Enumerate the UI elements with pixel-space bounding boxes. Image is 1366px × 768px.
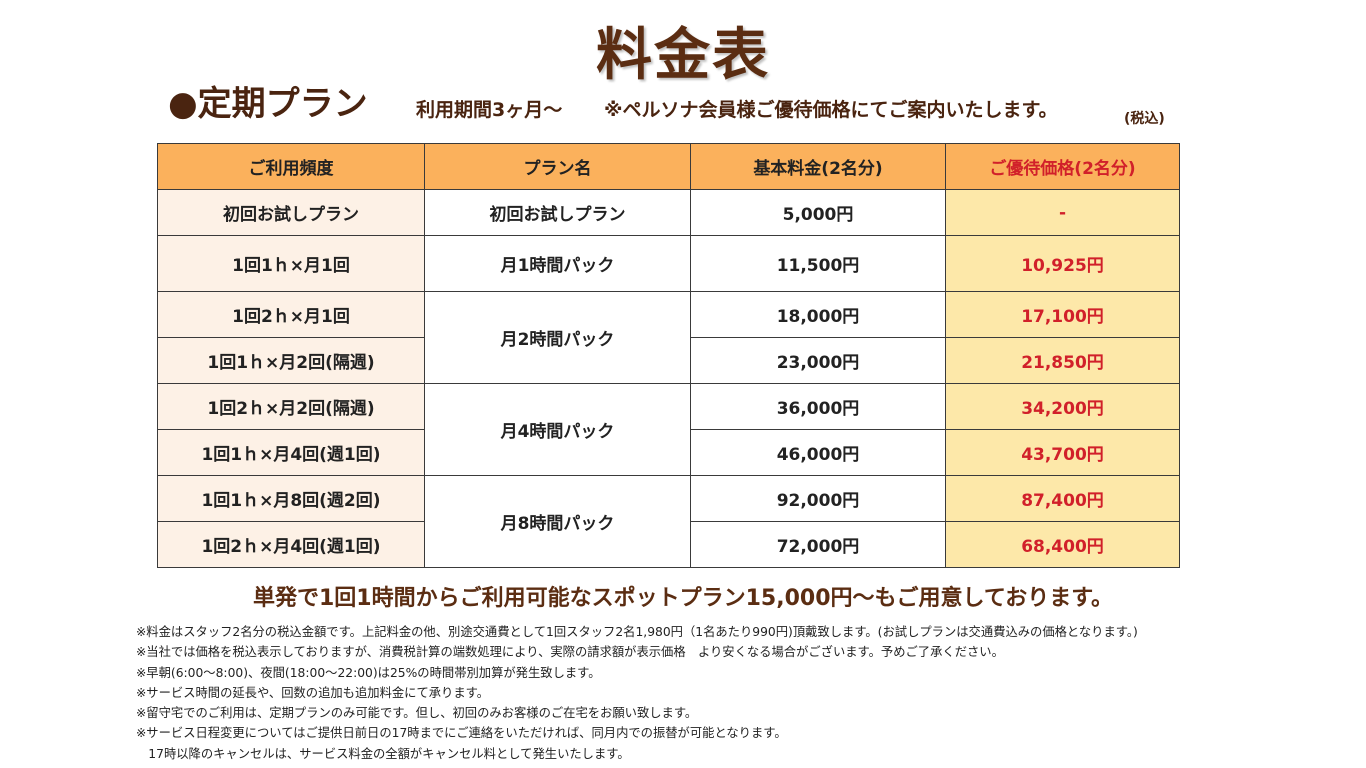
table-row: 1回1ｈ×月8回(週2回) 月8時間パック 92,000円 87,400円 <box>157 475 1180 568</box>
footnote: ※サービス日程変更についてはご提供日前日の17時までにご連絡をいただければ、同月… <box>136 726 787 741</box>
page-title: 料金表 <box>596 23 770 88</box>
price-table: ご利用頻度 プラン名 基本料金(2名分) ご優待価格(2名分) 初回お試しプラン… <box>157 143 1180 568</box>
tax-included-label: (税込) <box>1124 111 1165 127</box>
base-price-cell: 23,000円 <box>690 337 946 384</box>
header-plan-name: プラン名 <box>424 143 691 190</box>
header-special-price: ご優待価格(2名分) <box>945 143 1180 190</box>
plan-name-cell: 月8時間パック <box>424 475 691 568</box>
base-price-cell: 72,000円 <box>690 521 946 568</box>
header-base-price: 基本料金(2名分) <box>690 143 946 190</box>
frequency-cell: 1回2ｈ×月4回(週1回) <box>157 521 425 568</box>
plan-name-cell: 月2時間パック <box>424 291 691 384</box>
plan-name-cell: 月1時間パック <box>424 235 691 292</box>
frequency-cell: 1回1ｈ×月4回(週1回) <box>157 429 425 476</box>
base-price-cell: 11,500円 <box>690 235 946 292</box>
plan-name-cell: 月4時間パック <box>424 383 691 476</box>
spot-plan-note: 単発で1回1時間からご利用可能なスポットプラン15,000円〜もご用意しておりま… <box>253 586 1113 611</box>
footnote: ※留守宅でのご利用は、定期プランのみ可能です。但し、初回のみお客様のご在宅をお願… <box>136 706 698 721</box>
table-row: 1回2ｈ×月2回(隔週) 月4時間パック 36,000円 34,200円 <box>157 383 1180 476</box>
special-price-cell: 21,850円 <box>945 337 1180 384</box>
special-price-cell: 43,700円 <box>945 429 1180 476</box>
footnote: ※当社では価格を税込表示しておりますが、消費税計算の端数処理により、実際の請求額… <box>136 645 1004 660</box>
plan-name-cell: 初回お試しプラン <box>424 189 691 236</box>
footnote: ※サービス時間の延長や、回数の追加も追加料金にて承ります。 <box>136 685 490 700</box>
table-row: 1回1ｈ×月2回(隔週) 23,000円 21,850円 <box>157 337 1180 384</box>
table-header-row: ご利用頻度 プラン名 基本料金(2名分) ご優待価格(2名分) <box>157 143 1180 190</box>
special-price-cell: - <box>945 189 1180 236</box>
table-row: 初回お試しプラン 初回お試しプラン 5,000円 - <box>157 189 1180 236</box>
frequency-cell: 1回1ｈ×月1回 <box>157 235 425 292</box>
special-price-cell: 34,200円 <box>945 383 1180 430</box>
footnotes: ※料金はスタッフ2名分の税込金額です。上記料金の他、別途交通費として1回スタッフ… <box>136 622 1138 764</box>
table-row: 1回1ｈ×月1回 月1時間パック 11,500円 10,925円 <box>157 235 1180 292</box>
special-price-cell: 17,100円 <box>945 291 1180 338</box>
table-row: 1回2ｈ×月4回(週1回) 72,000円 68,400円 <box>157 521 1180 568</box>
special-price-cell: 87,400円 <box>945 475 1180 522</box>
frequency-cell: 1回2ｈ×月1回 <box>157 291 425 338</box>
table-row: 1回1ｈ×月4回(週1回) 46,000円 43,700円 <box>157 429 1180 476</box>
footnote: ※早朝(6:00〜8:00)、夜間(18:00〜22:00)は25%の時間帯別加… <box>136 665 601 680</box>
frequency-cell: 1回1ｈ×月2回(隔週) <box>157 337 425 384</box>
base-price-cell: 18,000円 <box>690 291 946 338</box>
plan-heading: ●定期プラン <box>168 84 368 124</box>
footnote: 17時以降のキャンセルは、サービス料金の全額がキャンセル料として発生いたします。 <box>136 746 630 761</box>
frequency-cell: 初回お試しプラン <box>157 189 425 236</box>
table-row: 1回2ｈ×月1回 月2時間パック 18,000円 17,100円 <box>157 291 1180 384</box>
header-frequency: ご利用頻度 <box>157 143 425 190</box>
special-price-cell: 10,925円 <box>945 235 1180 292</box>
special-price-cell: 68,400円 <box>945 521 1180 568</box>
base-price-cell: 36,000円 <box>690 383 946 430</box>
base-price-cell: 5,000円 <box>690 189 946 236</box>
plan-period: 利用期間3ヶ月〜 <box>416 99 563 121</box>
frequency-cell: 1回1ｈ×月8回(週2回) <box>157 475 425 522</box>
base-price-cell: 92,000円 <box>690 475 946 522</box>
footnote: ※料金はスタッフ2名分の税込金額です。上記料金の他、別途交通費として1回スタッフ… <box>136 625 1138 639</box>
frequency-cell: 1回2ｈ×月2回(隔週) <box>157 383 425 430</box>
member-price-note: ※ペルソナ会員様ご優待価格にてご案内いたします。 <box>604 99 1058 121</box>
base-price-cell: 46,000円 <box>690 429 946 476</box>
